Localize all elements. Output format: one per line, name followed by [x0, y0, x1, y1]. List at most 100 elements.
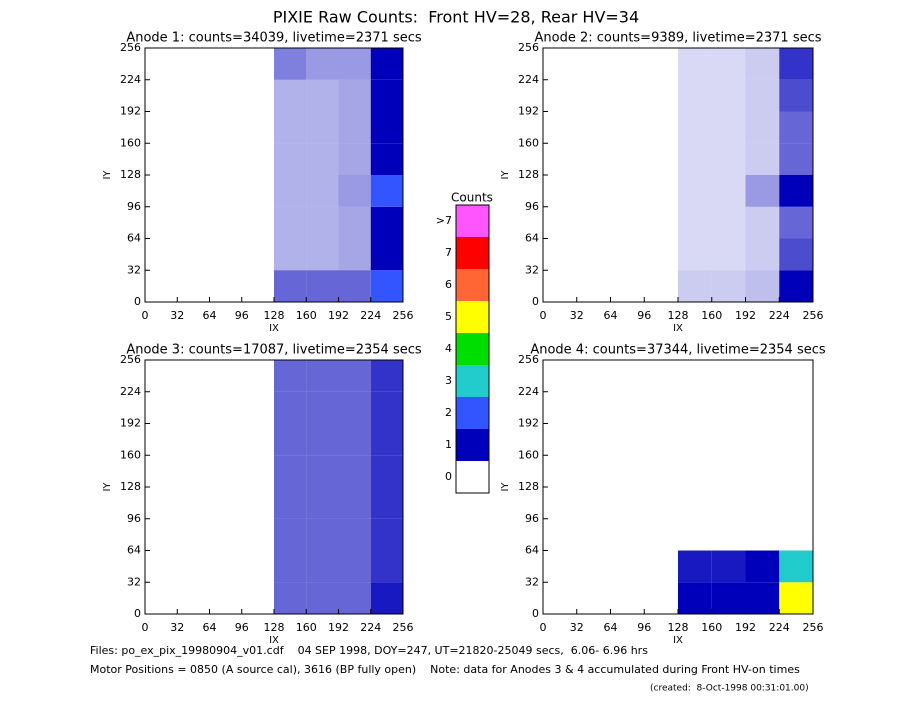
- heatmap-cell: [370, 206, 403, 239]
- heatmap-cell: [711, 238, 746, 271]
- heatmap-cell: [145, 238, 178, 271]
- heatmap-cell: [274, 48, 307, 80]
- heatmap-cell: [543, 518, 577, 551]
- y-tick-label: 128: [518, 168, 539, 181]
- heatmap-cell: [306, 391, 339, 424]
- heatmap-cell: [177, 391, 210, 424]
- heatmap-cell: [209, 423, 242, 456]
- panel-title: Anode 2: counts=9389, livetime=2371 secs: [534, 31, 821, 46]
- heatmap-cell: [644, 175, 678, 207]
- heatmap-cell: [711, 270, 746, 302]
- colorbar-label: 2: [445, 406, 452, 419]
- heatmap-cell: [338, 360, 371, 392]
- heatmap-cell: [644, 270, 678, 302]
- y-tick-label: 160: [518, 448, 539, 461]
- colorbar-label: 5: [445, 310, 452, 323]
- y-tick-label: 96: [525, 512, 539, 525]
- heatmap-cell: [779, 175, 813, 207]
- heatmap-cell: [274, 238, 307, 271]
- heatmap-cell: [274, 270, 307, 302]
- x-tick-label: 256: [393, 621, 414, 634]
- heatmap-cell: [779, 238, 813, 271]
- y-tick-label: 32: [525, 263, 539, 276]
- y-tick-label: 256: [120, 41, 141, 54]
- heatmap-cell: [145, 143, 178, 175]
- heatmap-cell: [644, 111, 678, 144]
- heatmap-cell: [543, 423, 577, 456]
- heatmap-cell: [779, 143, 813, 175]
- heatmap-cell: [338, 48, 371, 80]
- heatmap-cell: [678, 518, 712, 551]
- heatmap-cell: [711, 518, 746, 551]
- footer-note: Motor Positions = 0850 (A source cal), 3…: [90, 663, 800, 676]
- x-tick-label: 32: [170, 621, 184, 634]
- x-axis-label: IX: [673, 635, 683, 646]
- heatmap-cell: [145, 518, 178, 551]
- panel-title: Anode 4: counts=37344, livetime=2354 sec…: [530, 343, 826, 358]
- heatmap-cell: [241, 391, 274, 424]
- heatmap-cell: [370, 423, 403, 456]
- heatmap-cell: [338, 175, 371, 207]
- heatmap-cell: [779, 550, 813, 583]
- x-tick-label: 256: [803, 309, 824, 322]
- heatmap-cell: [779, 111, 813, 144]
- heatmap-cell: [338, 518, 371, 551]
- colorbar-label: 0: [445, 470, 452, 483]
- y-tick-label: 0: [532, 295, 539, 308]
- heatmap-cell: [543, 143, 577, 175]
- heatmap-cell: [370, 143, 403, 175]
- heatmap-cell: [678, 550, 712, 583]
- heatmap-cell: [145, 111, 178, 144]
- y-tick-label: 192: [120, 417, 141, 430]
- colorbar-frame: [455, 204, 490, 494]
- heatmap-cell: [678, 391, 712, 424]
- heatmap-cell: [177, 360, 210, 392]
- x-tick-label: 64: [203, 621, 217, 634]
- heatmap-cell: [644, 487, 678, 519]
- heatmap-cell: [711, 391, 746, 424]
- heatmap-cell: [274, 111, 307, 144]
- heatmap-cell: [177, 550, 210, 583]
- heatmap-cell: [338, 582, 371, 614]
- colorbar-cell: [456, 365, 489, 397]
- heatmap-cell: [610, 455, 645, 487]
- heatmap-cell: [543, 582, 577, 614]
- heatmap-cell: [177, 582, 210, 614]
- footer-created: (created: 8-Oct-1998 00:31:01.00): [650, 684, 809, 694]
- heatmap-cell: [306, 206, 339, 239]
- x-tick-label: 128: [668, 621, 689, 634]
- panel-title: Anode 1: counts=34039, livetime=2371 sec…: [126, 31, 422, 46]
- heatmap-cell: [241, 360, 274, 392]
- x-tick-label: 128: [264, 309, 285, 322]
- colorbar-label: 7: [445, 246, 452, 259]
- y-tick-label: 0: [532, 607, 539, 620]
- heatmap-cell: [370, 582, 403, 614]
- heatmap-cell: [576, 423, 611, 456]
- heatmap-cell: [610, 518, 645, 551]
- heatmap-cell: [576, 518, 611, 551]
- heatmap-cell: [711, 582, 746, 614]
- heatmap-cell: [678, 79, 712, 112]
- x-tick-label: 96: [235, 309, 249, 322]
- heatmap-cell: [177, 111, 210, 144]
- heatmap-cell: [338, 455, 371, 487]
- heatmap-cell: [209, 48, 242, 80]
- heatmap-cell: [209, 455, 242, 487]
- x-tick-label: 160: [701, 621, 722, 634]
- heatmap-cell: [177, 518, 210, 551]
- y-tick-label: 96: [127, 512, 141, 525]
- heatmap-cell: [779, 487, 813, 519]
- heatmap-cell: [678, 206, 712, 239]
- heatmap-cell: [241, 487, 274, 519]
- heatmap-cell: [241, 423, 274, 456]
- heatmap-cell: [177, 455, 210, 487]
- heatmap-cell: [370, 487, 403, 519]
- heatmap-cell: [543, 487, 577, 519]
- x-tick-label: 224: [360, 309, 381, 322]
- heatmap-cell: [274, 582, 307, 614]
- x-tick-label: 160: [701, 309, 722, 322]
- heatmap-cell: [678, 111, 712, 144]
- heatmap-cell: [576, 487, 611, 519]
- heatmap-cell: [370, 455, 403, 487]
